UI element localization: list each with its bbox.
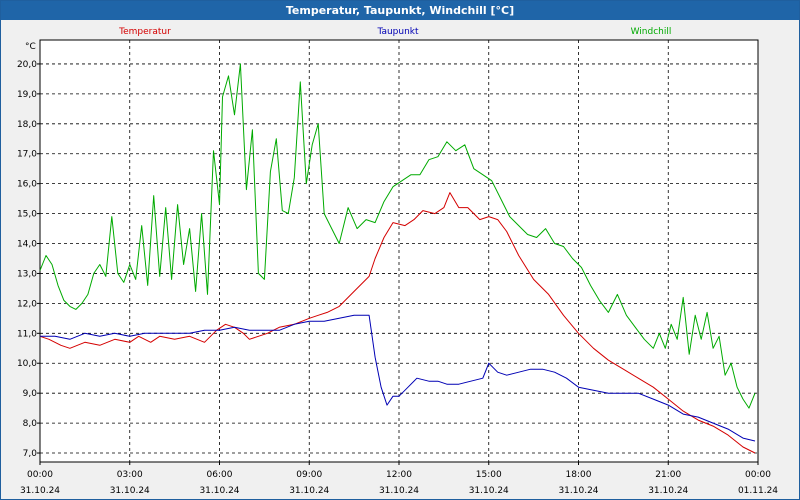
legend-temperatur: Temperatur [118, 27, 171, 37]
x-tick-time-label: 15:00 [476, 470, 502, 480]
y-tick-label: 12,0 [17, 299, 37, 309]
y-tick-label: 13,0 [17, 269, 37, 279]
series-line-taupunkt [40, 314, 756, 442]
x-tick-date-label: 31.10.24 [558, 486, 598, 496]
y-tick-label: 14,0 [17, 240, 37, 250]
y-tick-label: 15,0 [17, 210, 37, 220]
x-tick-date-label: 01.11.24 [738, 486, 778, 496]
x-tick-time-label: 12:00 [386, 470, 412, 480]
x-tick-time-label: 09:00 [296, 470, 322, 480]
x-tick-time-label: 03:00 [117, 470, 143, 480]
x-tick-date-label: 31.10.24 [469, 486, 509, 496]
series-line-windchill [39, 63, 756, 409]
legend-taupunkt: Taupunkt [376, 27, 419, 37]
x-tick-time-label: 18:00 [566, 470, 592, 480]
grid-lines [40, 40, 758, 462]
y-tick-label: 10,0 [17, 359, 37, 369]
axes: 7,0 8,0 9,0 10,0 11,0 12,0 13,0 14,0 15,0 16,0 17,… [17, 42, 778, 496]
y-tick-label: 11,0 [17, 329, 37, 339]
legend: Temperatur Taupunkt Windchill [118, 27, 671, 37]
x-tick-date-label: 31.10.24 [289, 486, 329, 496]
x-tick-time-label: 00:00 [745, 470, 771, 480]
y-axis-label: °C [25, 42, 36, 52]
y-tick-label: 17,0 [17, 150, 37, 160]
y-tick-label: 16,0 [17, 180, 37, 190]
x-tick-time-label: 06:00 [207, 470, 233, 480]
x-tick-time-label: 21:00 [655, 470, 681, 480]
y-tick-label: 8,0 [23, 419, 38, 429]
series-line-temperatur [39, 192, 756, 454]
y-tick-label: 7,0 [23, 449, 38, 459]
y-tick-label: 9,0 [23, 389, 38, 399]
x-tick-time-label: 00:00 [27, 470, 53, 480]
x-tick-date-label: 31.10.24 [379, 486, 419, 496]
y-tick-label: 18,0 [17, 120, 37, 130]
x-tick-date-label: 31.10.24 [20, 486, 60, 496]
y-tick-label: 20,0 [17, 60, 37, 70]
x-tick-date-label: 31.10.24 [199, 486, 239, 496]
legend-windchill: Windchill [631, 27, 672, 37]
window-title: Temperatur, Taupunkt, Windchill [°C] [1, 1, 799, 20]
x-tick-date-label: 31.10.24 [110, 486, 150, 496]
series-lines [39, 63, 756, 454]
x-tick-date-label: 31.10.24 [648, 486, 688, 496]
y-tick-label: 19,0 [17, 90, 37, 100]
